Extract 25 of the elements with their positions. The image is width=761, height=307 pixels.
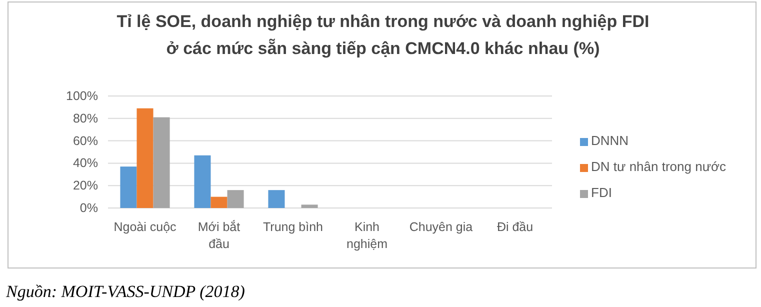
- bar: [194, 155, 211, 208]
- bar: [268, 190, 285, 208]
- legend-label: DNNN: [591, 133, 629, 148]
- chart-title: Tỉ lệ SOE, doanh nghiệp tư nhân trong nước và doanh nghiệp FDI ở các mức sẵn sàng tiếp cận CMCN4.0 khác nhau (%): [116, 12, 650, 58]
- text: Nguồn: MOIT-VASS-UNDP (2018): [5, 282, 246, 301]
- legend-label: FDI: [591, 185, 612, 200]
- bar: [301, 204, 318, 208]
- y-tick-label: 80%: [72, 111, 98, 126]
- x-tick-label: Mới bắt đầu: [198, 220, 241, 251]
- y-tick-label: 40%: [72, 156, 98, 170]
- bar: [153, 117, 170, 208]
- bar: [120, 166, 137, 208]
- y-tick-label: 60%: [72, 134, 98, 148]
- y-tick-label: 100%: [66, 89, 98, 103]
- x-tick-label: Kinh nghiệm: [346, 220, 388, 251]
- x-tick-label: Đi đầu: [496, 220, 534, 234]
- bar: [227, 190, 244, 208]
- bar: [136, 108, 154, 208]
- y-tick-label: 0%: [80, 201, 98, 215]
- y-tick-label: 20%: [72, 178, 98, 193]
- x-tick-label: Trung bình: [263, 220, 324, 234]
- x-tick-label: Chuyên gia: [409, 220, 473, 234]
- legend-label: DN tư nhân trong nước: [591, 159, 727, 174]
- x-tick-label: Ngoài cuộc: [114, 220, 176, 234]
- bar: [210, 196, 228, 208]
